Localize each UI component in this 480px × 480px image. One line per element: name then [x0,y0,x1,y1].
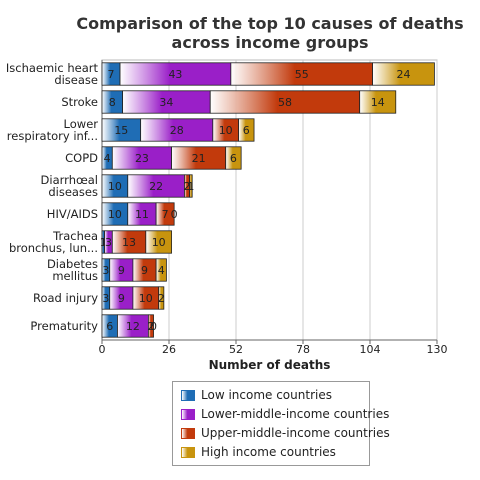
x-tick-label: 26 [162,343,176,356]
y-tick-label: Trachea bronchus, lun... [8,229,98,255]
bar-segment [359,90,397,114]
legend-label: Lower-middle-income countries [201,407,390,421]
x-tick-label: 130 [427,343,448,356]
legend-label: Upper-middle-income countries [201,426,390,440]
value-label: 3 [102,292,109,305]
value-label: 55 [295,68,309,81]
value-label: 10 [108,180,122,193]
value-label: 34 [159,96,173,109]
value-label: 1 [187,180,194,193]
legend-swatch [181,447,195,458]
value-label: 24 [397,68,411,81]
value-label: 12 [126,320,140,333]
legend-item: Low income countries [181,388,332,402]
legend-item: High income countries [181,445,336,459]
value-label: 0 [171,208,178,221]
chart-title: Comparison of the top 10 causes of death… [76,14,464,52]
y-tick-label: Diarrhœal diseases [40,173,98,199]
value-label: 2 [158,292,165,305]
legend-label: High income countries [201,445,336,459]
value-label: 6 [243,124,250,137]
x-axis-label: Number of deaths [208,358,331,372]
bar-segment [147,314,154,338]
value-label: 22 [149,180,163,193]
value-label: 58 [278,96,292,109]
y-tick-label: COPD [65,151,98,165]
bar-segment [145,230,172,254]
value-label: 43 [168,68,182,81]
y-tick-label: Stroke [61,95,98,109]
bar-segment [189,174,193,198]
bar-segment [155,258,167,282]
value-label: 23 [135,152,149,165]
legend-swatch [181,409,195,420]
value-label: 28 [170,124,184,137]
value-label: 10 [139,292,153,305]
value-label: 21 [192,152,206,165]
value-label: 3 [105,236,112,249]
value-label: 9 [118,264,125,277]
value-label: 9 [118,292,125,305]
value-label: 10 [108,208,122,221]
x-tick-label: 52 [229,343,243,356]
value-label: 3 [102,264,109,277]
x-tick-label: 78 [296,343,310,356]
y-tick-label: Ischaemic heart disease [5,61,98,87]
value-label: 10 [152,236,166,249]
bar-segment [155,202,175,226]
value-label: 6 [230,152,237,165]
bar-segment [372,62,435,86]
value-label: 0 [150,320,157,333]
value-label: 9 [141,264,148,277]
value-label: 7 [162,208,169,221]
value-label: 8 [109,96,116,109]
value-label: 15 [114,124,128,137]
value-label: 10 [219,124,233,137]
y-tick-label: Prematurity [30,319,98,333]
bar-segment [158,286,165,310]
y-tick-label: HIV/AIDS [46,207,98,221]
value-label: 7 [108,68,115,81]
y-tick-label: Diabetes mellitus [46,257,98,283]
value-label: 2 [184,180,191,193]
legend-item: Upper-middle-income countries [181,426,390,440]
legend-swatch [181,390,195,401]
bar-segment [238,118,255,142]
value-label: 11 [135,208,149,221]
y-tick-label: Road injury [32,291,98,305]
legend-label: Low income countries [201,388,332,402]
value-label: 13 [122,236,136,249]
value-label: 6 [106,320,113,333]
x-tick-label: 0 [99,343,106,356]
value-label: 4 [158,264,165,277]
bar-segment [225,146,242,170]
value-label: 2 [147,320,154,333]
legend-item: Lower-middle-income countries [181,407,389,421]
value-label: 4 [104,152,111,165]
legend: Low income countries Lower-middle-income … [172,381,390,466]
value-label: 14 [371,96,385,109]
legend-swatch [181,428,195,439]
x-tick-label: 104 [360,343,381,356]
y-tick-label: Lower respiratory inf... [6,117,98,143]
value-label: 1 [100,236,107,249]
